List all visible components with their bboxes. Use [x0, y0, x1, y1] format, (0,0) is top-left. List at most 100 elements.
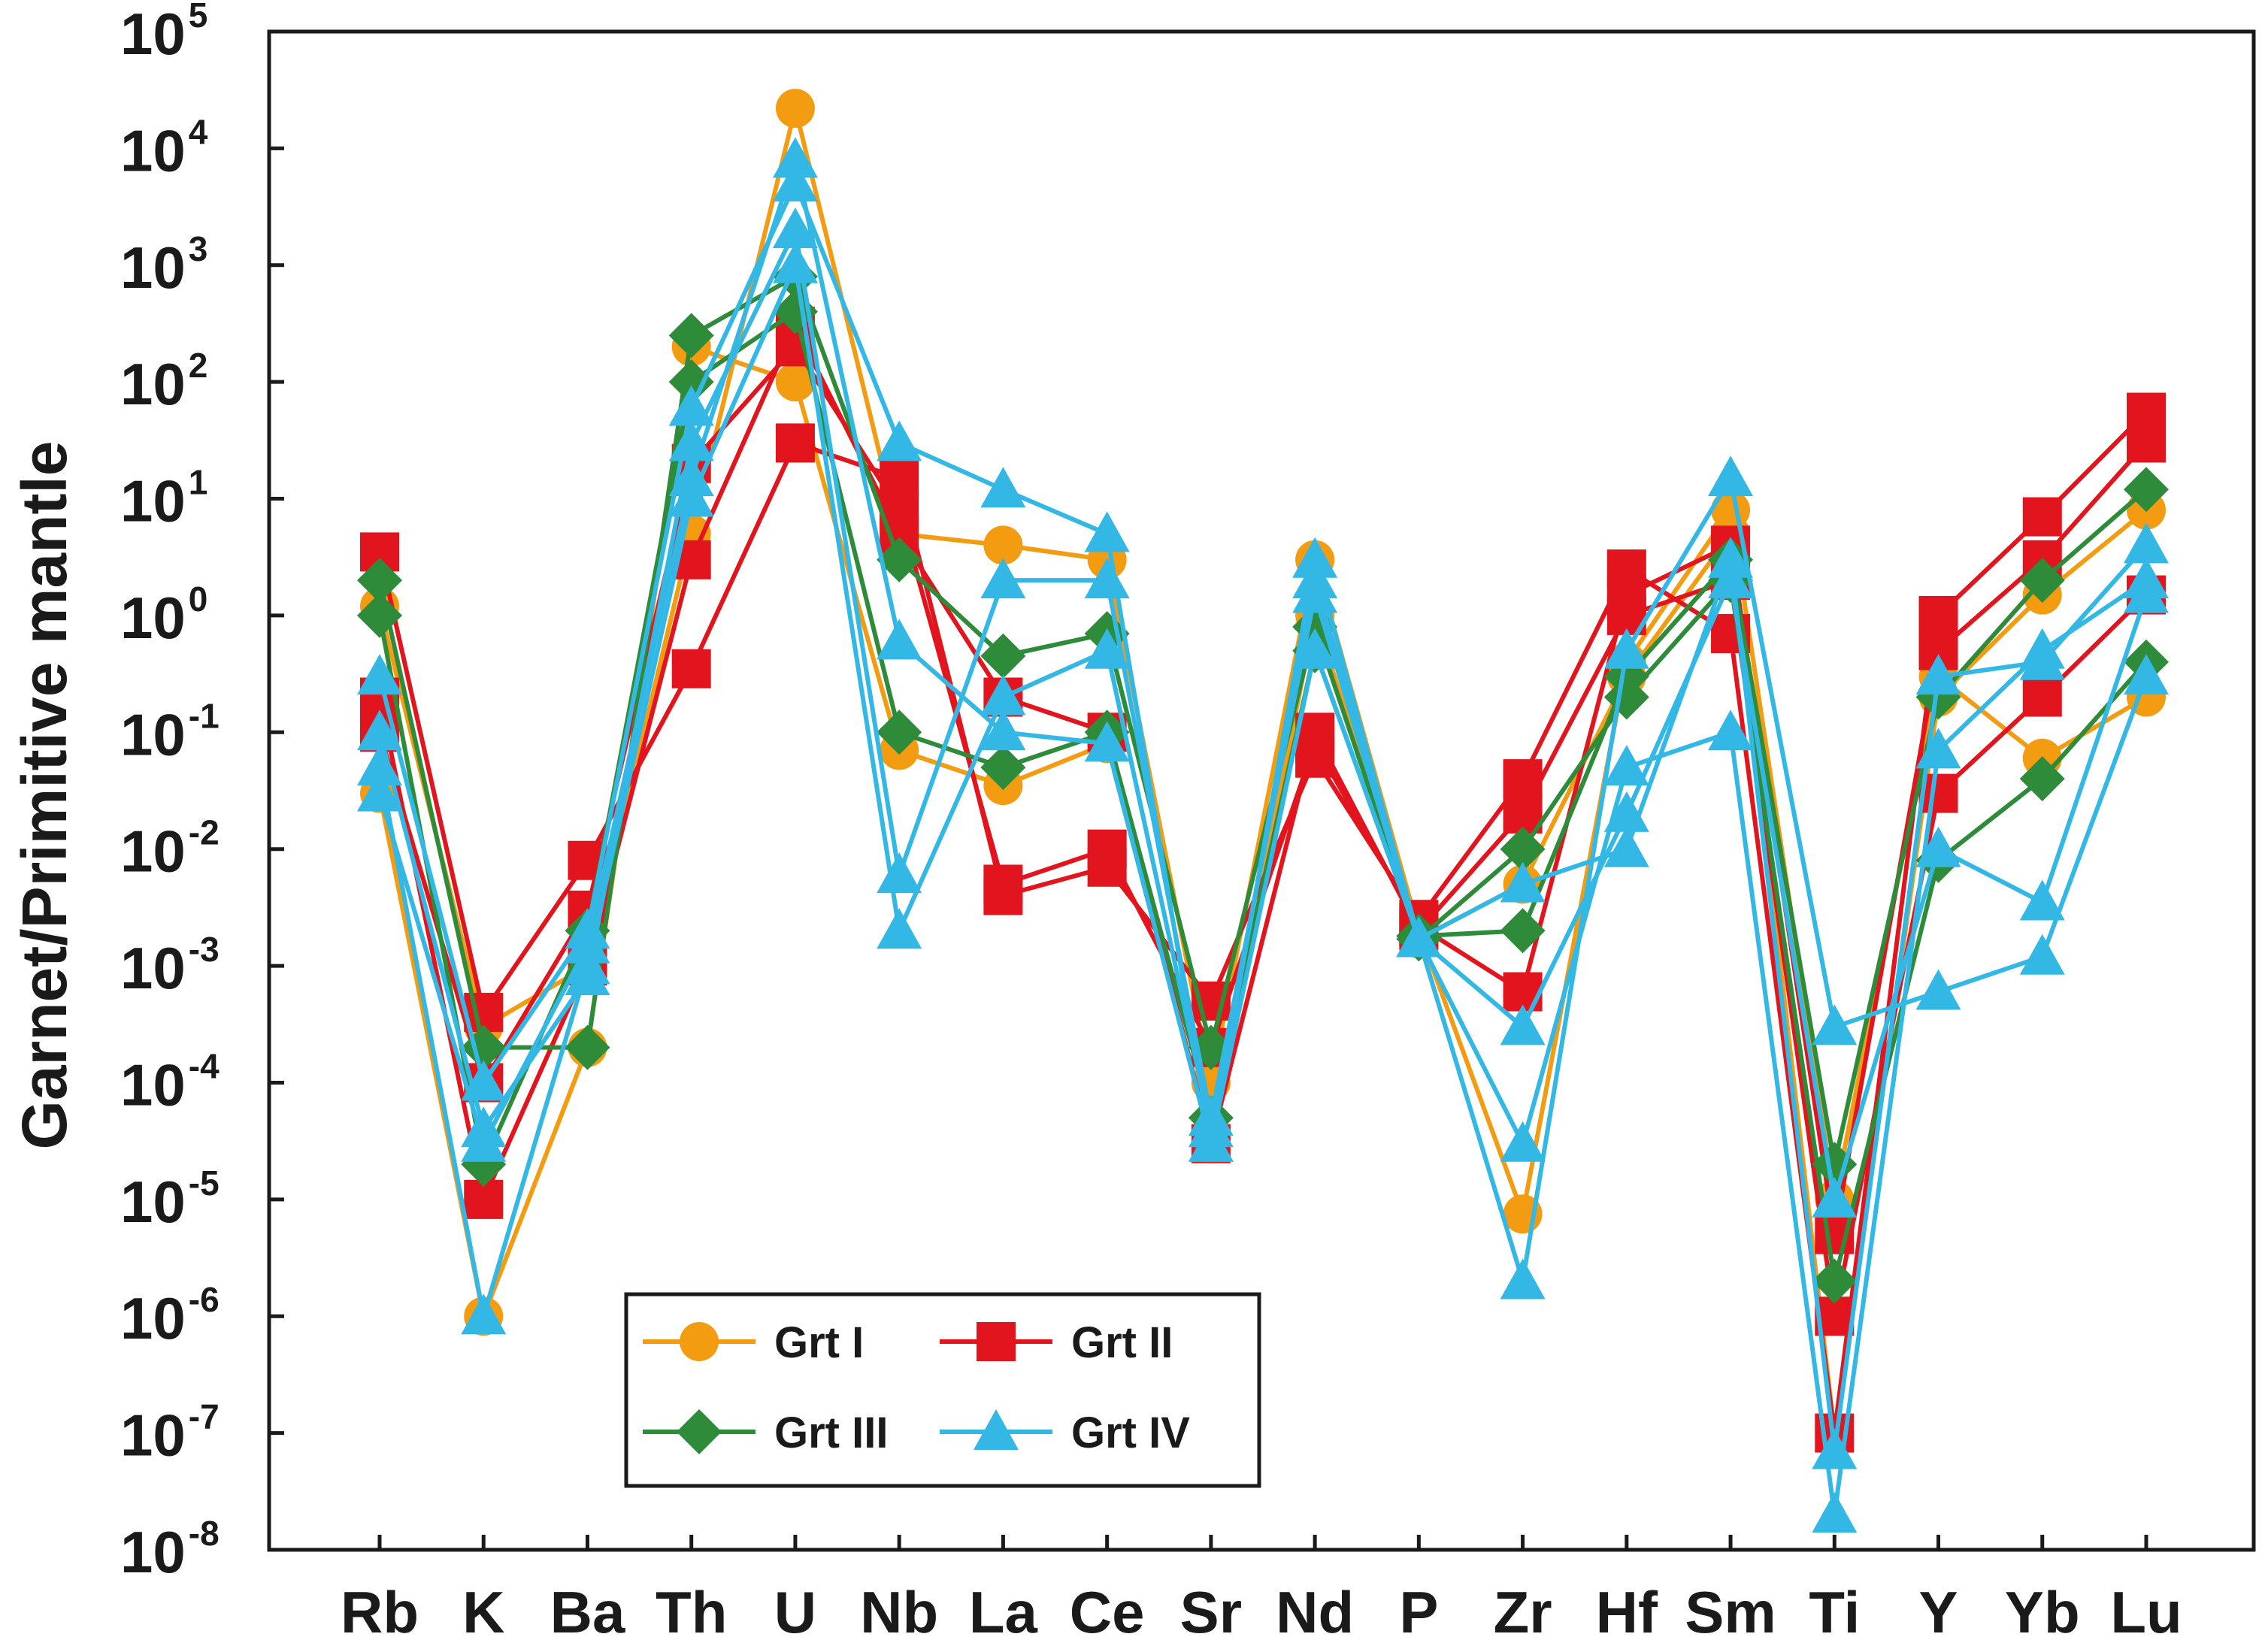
data-point: [1500, 1004, 1546, 1045]
y-tick-label: 102: [120, 346, 207, 417]
data-point: [2124, 572, 2169, 613]
data-point: [2019, 558, 2065, 604]
y-axis: 105 104 103 102 101 100 10-1 10-2 10-3 10-4 10-5 10…: [120, 0, 284, 1585]
data-point: [1606, 575, 1646, 615]
y-tick-label: 10-8: [120, 1514, 220, 1585]
data-point: [357, 558, 402, 604]
data-point: [1084, 511, 1130, 552]
data-point: [1708, 455, 1754, 497]
data-point: [983, 864, 1023, 904]
data-point: [980, 558, 1026, 599]
data-point: [1812, 1258, 1858, 1304]
data-point: [357, 770, 402, 812]
data-point: [1603, 745, 1649, 786]
legend-label: Grt II: [1071, 1318, 1173, 1367]
x-tick-label: Ti: [1809, 1579, 1860, 1645]
data-point: [668, 455, 714, 497]
data-point: [1084, 721, 1130, 762]
data-point: [1915, 969, 1961, 1010]
data-point: [980, 633, 1026, 679]
data-point: [357, 710, 402, 751]
data-point: [983, 525, 1023, 565]
x-tick-label: Sr: [1180, 1579, 1242, 1645]
y-tick-label: 10-1: [120, 696, 220, 767]
x-tick-label: Yb: [2005, 1579, 2080, 1645]
data-point: [461, 1121, 507, 1162]
legend-label: Grt IV: [1071, 1408, 1190, 1457]
legend-box: [624, 1292, 1261, 1488]
legend-item: Grt IV: [940, 1408, 1190, 1457]
x-tick-label: P: [1399, 1579, 1438, 1645]
data-point: [671, 649, 711, 688]
legend-marker: [977, 1322, 1016, 1361]
data-point: [1812, 1492, 1858, 1533]
data-point: [1500, 826, 1546, 872]
y-axis-title: Garnet/Primitive mantle: [9, 441, 80, 1150]
legend-item: Grt III: [643, 1408, 888, 1457]
data-point: [1295, 724, 1335, 764]
series-line: [377, 227, 2148, 1202]
legend-label: Grt III: [774, 1408, 888, 1457]
data-point: [2124, 522, 2169, 564]
data-point: [980, 674, 1026, 716]
legend-item: Grt II: [940, 1318, 1173, 1367]
data-point: [2019, 879, 2065, 921]
data-point: [1500, 908, 1546, 954]
x-tick-label: U: [774, 1579, 816, 1645]
y-tick-label: 100: [120, 579, 207, 651]
x-axis: Rb K Ba Th U Nb La Ce Sr Nd P Zr Hf Sm Ti Y Yb Lu: [341, 1535, 2182, 1645]
data-point: [1708, 710, 1754, 751]
legend-marker: [677, 1409, 722, 1454]
x-tick-label: K: [462, 1579, 504, 1645]
data-point: [2022, 677, 2062, 717]
data-point: [877, 537, 922, 582]
data-point: [1708, 537, 1754, 578]
legend-marker: [680, 1322, 719, 1361]
data-point: [980, 745, 1026, 791]
data-point: [1812, 1428, 1858, 1469]
data-point: [2124, 654, 2169, 695]
legend: Grt I Grt II Grt III Grt IV: [624, 1292, 1261, 1488]
y-tick-label: 104: [120, 112, 208, 183]
data-point: [1812, 1142, 1858, 1188]
data-point: [1084, 558, 1130, 599]
x-tick-label: Hf: [1596, 1579, 1658, 1645]
data-point: [1603, 826, 1649, 867]
x-tick-label: Rb: [341, 1579, 419, 1645]
x-tick-label: Lu: [2110, 1579, 2182, 1645]
data-point: [775, 423, 815, 463]
y-tick-label: 10-7: [120, 1397, 220, 1469]
data-point: [1188, 1095, 1234, 1136]
data-point: [357, 654, 402, 695]
data-point: [877, 619, 922, 660]
data-point: [1396, 916, 1442, 958]
data-point: [357, 592, 402, 638]
data-point: [1915, 826, 1961, 867]
data-point: [565, 1024, 610, 1070]
data-point: [772, 242, 818, 283]
x-tick-label: Ba: [550, 1579, 625, 1645]
data-point: [2019, 756, 2065, 802]
y-tick-label: 103: [120, 229, 207, 301]
y-tick-label: 10-6: [120, 1280, 220, 1351]
data-point: [1087, 829, 1127, 869]
x-tick-label: La: [969, 1579, 1038, 1645]
y-tick-label: 10-5: [120, 1163, 220, 1235]
data-point: [1915, 654, 1961, 695]
data-point: [2022, 497, 2062, 537]
data-point: [1500, 861, 1546, 903]
series-line: [377, 106, 2148, 1217]
data-point: [668, 420, 714, 461]
x-tick-label: Th: [656, 1579, 727, 1645]
data-point: [668, 313, 714, 359]
x-tick-label: Nd: [1276, 1579, 1354, 1645]
data-point: [1812, 1004, 1858, 1045]
data-point: [565, 922, 610, 964]
data-point: [877, 710, 922, 755]
y-tick-label: 10-2: [120, 813, 220, 885]
data-point: [1292, 572, 1338, 613]
plot-frame: [267, 29, 2256, 1552]
series-layer: [357, 89, 2169, 1533]
data-point: [1188, 1121, 1234, 1162]
data-point: [2124, 467, 2169, 513]
